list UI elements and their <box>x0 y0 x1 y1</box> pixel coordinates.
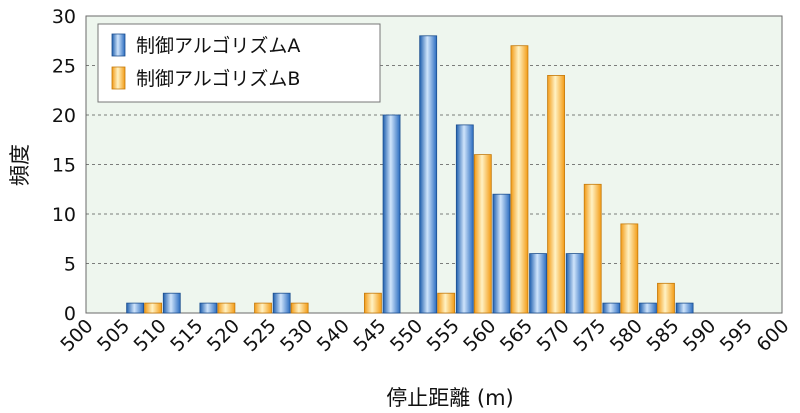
bar-series-a <box>602 302 621 314</box>
bar-series-b <box>510 45 529 314</box>
x-tick-label: 600 <box>752 315 793 356</box>
legend-label-b: 制御アルゴリズムB <box>136 68 300 90</box>
x-axis-title: 停止距離 (m) <box>386 386 514 410</box>
x-tick-label: 560 <box>459 315 500 356</box>
y-tick-label: 15 <box>52 155 76 177</box>
bar-series-a <box>162 292 181 314</box>
bar-series-b <box>217 302 236 314</box>
x-tick-label: 520 <box>203 315 244 356</box>
x-tick-label: 540 <box>313 315 354 356</box>
x-tick-label: 590 <box>679 315 720 356</box>
x-tick-label: 580 <box>606 315 647 356</box>
bar-series-a <box>126 302 145 314</box>
legend: 制御アルゴリズムA 制御アルゴリズムB <box>97 23 381 103</box>
x-tick-label: 545 <box>349 315 390 356</box>
legend-swatch-b <box>111 66 126 90</box>
bar-series-a <box>492 193 511 314</box>
x-tick-label: 505 <box>93 315 134 356</box>
y-tick-labels: 0 5 10 15 20 25 30 <box>52 6 76 325</box>
bar-series-a <box>199 302 218 314</box>
bar-series-b <box>657 282 675 314</box>
x-tick-labels: 5005055105155205255305405455505555605655… <box>56 315 793 356</box>
bar-series-a <box>419 35 438 314</box>
bar-series-b <box>437 292 456 314</box>
x-tick-label: 565 <box>496 315 537 356</box>
legend-swatch-a <box>111 33 126 57</box>
x-tick-label: 510 <box>130 315 171 356</box>
bar-series-a <box>455 124 474 314</box>
x-tick-label: 500 <box>56 315 97 356</box>
bar-series-b <box>620 223 639 314</box>
y-tick-label: 25 <box>52 56 76 78</box>
x-tick-label: 595 <box>716 315 757 356</box>
x-tick-label: 585 <box>642 315 683 356</box>
bar-series-a <box>529 253 547 314</box>
bar-series-a <box>272 292 291 314</box>
bar-series-a <box>382 114 401 314</box>
bar-series-b <box>364 292 382 314</box>
y-tick-label: 30 <box>52 6 76 28</box>
x-tick-label: 575 <box>569 315 610 356</box>
x-tick-label: 550 <box>386 315 427 356</box>
x-tick-label: 530 <box>276 315 317 356</box>
bar-series-a <box>639 302 657 314</box>
bar-series-b <box>473 154 492 314</box>
legend-box <box>97 23 381 103</box>
y-tick-label: 10 <box>52 204 76 226</box>
y-axis-title: 頻度 <box>8 144 32 186</box>
bar-series-b <box>547 75 565 314</box>
x-tick-label: 525 <box>239 315 280 356</box>
bar-series-b <box>583 183 602 314</box>
bar-series-b <box>144 302 163 314</box>
legend-label-a: 制御アルゴリズムA <box>136 35 300 57</box>
bar-series-a <box>565 253 584 314</box>
bar-series-b <box>290 302 309 314</box>
bar-series-b <box>254 302 272 314</box>
x-tick-label: 515 <box>166 315 207 356</box>
x-tick-label: 570 <box>533 315 574 356</box>
x-tick-label: 555 <box>423 315 464 356</box>
y-tick-label: 0 <box>64 303 76 325</box>
y-tick-label: 20 <box>52 105 76 127</box>
bars <box>126 35 694 314</box>
y-tick-label: 5 <box>64 254 76 276</box>
bar-series-a <box>675 302 694 314</box>
